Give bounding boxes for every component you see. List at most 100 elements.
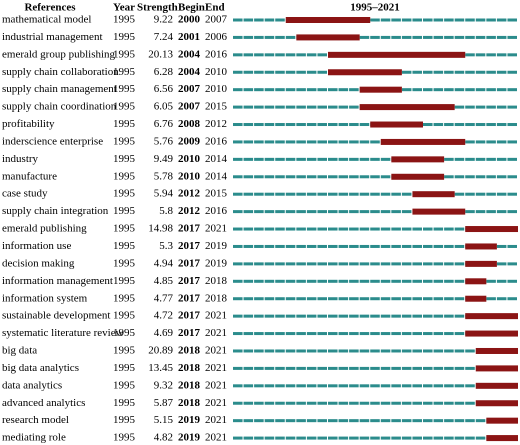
timeline-segment	[359, 210, 370, 214]
timeline-segment	[444, 332, 454, 336]
begin: 2004	[178, 66, 201, 78]
timeline-segment	[296, 210, 306, 214]
reference: supply chain management	[2, 83, 117, 95]
header: 1995–2021	[350, 2, 400, 14]
timeline-segment	[475, 192, 486, 196]
timeline-segment	[264, 436, 275, 440]
begin: 2017	[178, 257, 201, 269]
end: 2021	[205, 379, 227, 391]
timeline-segment	[391, 384, 401, 388]
timeline-segment	[401, 88, 412, 92]
timeline-segment	[496, 210, 507, 214]
timeline-segment	[243, 192, 254, 196]
timeline-segment	[380, 244, 391, 248]
strength: 5.76	[154, 135, 174, 147]
timeline-segment	[370, 175, 380, 179]
timeline-segment	[465, 401, 475, 405]
timeline-segment	[454, 88, 465, 92]
begin: 2009	[178, 135, 201, 147]
timeline-segment	[401, 192, 412, 196]
timeline-segment	[486, 297, 496, 301]
timeline-segment	[401, 227, 412, 231]
timeline-segment	[317, 279, 327, 283]
timeline-segment	[475, 88, 486, 92]
timeline-segment	[475, 175, 486, 179]
timeline-segment	[370, 262, 380, 266]
timeline-segment	[349, 88, 359, 92]
strength: 4.77	[154, 292, 174, 304]
timeline-segment	[475, 18, 486, 22]
timeline-segment	[391, 401, 401, 405]
timeline-segment	[285, 262, 296, 266]
timeline-segment	[486, 175, 496, 179]
timeline-segment	[423, 244, 433, 248]
timeline-segment	[264, 279, 275, 283]
timeline-segment	[328, 314, 338, 318]
timeline-segment	[233, 314, 243, 318]
timeline-segment	[254, 227, 264, 231]
timeline-segment	[306, 105, 317, 109]
timeline-segment	[486, 53, 496, 57]
burst-bar	[380, 138, 466, 145]
strength: 6.28	[154, 66, 174, 78]
timeline-segment	[264, 105, 275, 109]
timeline-segment	[359, 297, 370, 301]
timeline-segment	[433, 436, 444, 440]
timeline-segment	[243, 88, 254, 92]
timeline-segment	[444, 436, 454, 440]
timeline-segment	[507, 70, 517, 74]
timeline-segment	[243, 349, 254, 353]
timeline-segment	[496, 262, 507, 266]
timeline-segment	[317, 105, 327, 109]
timeline-segment	[359, 140, 370, 144]
timeline-segment	[433, 227, 444, 231]
timeline-segment	[317, 262, 327, 266]
timeline-segment	[254, 70, 264, 74]
timeline-segment	[296, 314, 306, 318]
timeline-segment	[444, 401, 454, 405]
timeline-segment	[391, 332, 401, 336]
strength: 4.82	[154, 432, 173, 444]
timeline-segment	[243, 332, 254, 336]
begin: 2017	[178, 223, 201, 235]
timeline-segment	[370, 297, 380, 301]
timeline-segment	[243, 35, 254, 39]
strength: 5.15	[154, 414, 174, 426]
timeline-segment	[233, 332, 243, 336]
timeline-segment	[338, 192, 349, 196]
timeline-segment	[296, 157, 306, 161]
reference: emerald publishing	[2, 223, 87, 235]
timeline-segment	[328, 157, 338, 161]
timeline-segment	[423, 262, 433, 266]
timeline-segment	[412, 262, 422, 266]
timeline-segment	[275, 70, 285, 74]
timeline-segment	[338, 366, 349, 370]
timeline-segment	[412, 332, 422, 336]
timeline-segment	[243, 227, 254, 231]
timeline-segment	[475, 35, 486, 39]
year: 1995	[113, 432, 136, 444]
reference: sustainable development	[2, 310, 110, 322]
end: 2021	[205, 397, 227, 409]
end: 2021	[205, 310, 227, 322]
timeline-segment	[296, 123, 306, 127]
timeline-segment	[243, 105, 254, 109]
timeline-segment	[401, 35, 412, 39]
timeline-segment	[370, 35, 380, 39]
begin: 2017	[178, 327, 201, 339]
timeline-segment	[285, 401, 296, 405]
timeline-segment	[380, 35, 391, 39]
begin: 2017	[178, 310, 201, 322]
timeline-segment	[475, 123, 486, 127]
timeline-segment	[285, 436, 296, 440]
timeline-segment	[465, 88, 475, 92]
timeline-segment	[317, 384, 327, 388]
timeline-segment	[412, 244, 422, 248]
timeline-segment	[454, 192, 465, 196]
timeline-segment	[233, 123, 243, 127]
timeline-segment	[359, 314, 370, 318]
timeline-segment	[423, 70, 433, 74]
timeline-segment	[264, 332, 275, 336]
timeline-segment	[317, 297, 327, 301]
begin: 2018	[178, 362, 201, 374]
